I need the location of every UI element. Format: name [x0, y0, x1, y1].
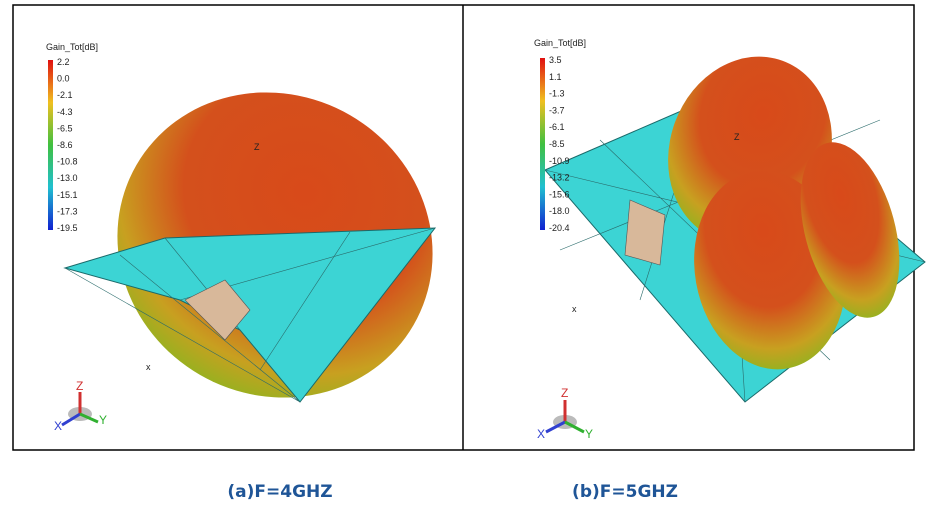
page: Gain_Tot[dB] 2.2 0.0 -2.1 -4.3 -6.5 -8.6 -10.8… — [0, 0, 928, 506]
scale-label: 1.1 — [549, 72, 562, 82]
axis-label: x — [572, 304, 577, 314]
scale-label: -10.8 — [57, 157, 78, 167]
triad-label: Y — [99, 413, 107, 427]
scale-label: -1.3 — [549, 89, 565, 99]
scale-label: -6.1 — [549, 122, 565, 132]
triad-label: Y — [585, 427, 593, 441]
scale-label: -13.0 — [57, 173, 78, 183]
caption: (b)F=5GHZ — [572, 482, 678, 502]
legend-title: Gain_Tot[dB] — [534, 38, 586, 48]
scale-label: -6.5 — [57, 123, 73, 133]
figure: Gain_Tot[dB] 2.2 0.0 -2.1 -4.3 -6.5 -8.6 -10.8… — [0, 0, 928, 506]
scale-label: -3.7 — [549, 105, 565, 115]
legend-title: Gain_Tot[dB] — [46, 42, 98, 52]
scale-label: -15.6 — [549, 189, 570, 199]
axis-label: x — [146, 362, 151, 372]
scale-label: -17.3 — [57, 206, 78, 216]
triad-label: X — [537, 427, 545, 441]
scale-label: -20.4 — [549, 223, 570, 233]
triad-label: Z — [76, 379, 83, 393]
scale-label: 2.2 — [57, 57, 70, 67]
scale-label: -13.2 — [549, 173, 570, 183]
scale-label: -10.9 — [549, 156, 570, 166]
scale-label: 3.5 — [549, 55, 562, 65]
axis-label: Z — [254, 142, 260, 152]
scale-label: -18.0 — [549, 206, 570, 216]
scale-label: -8.6 — [57, 140, 73, 150]
scale-label: -19.5 — [57, 223, 78, 233]
scale-label: -2.1 — [57, 90, 73, 100]
scale-label: -8.5 — [549, 139, 565, 149]
color-bar — [540, 58, 545, 230]
axis-label: Z — [734, 132, 740, 142]
triad-label: Z — [561, 386, 568, 400]
scale-label: 0.0 — [57, 74, 70, 84]
triad-label: X — [54, 419, 62, 433]
color-bar — [48, 60, 53, 230]
scale-label: -15.1 — [57, 190, 78, 200]
scale-label: -4.3 — [57, 107, 73, 117]
caption: (a)F=4GHZ — [227, 482, 332, 502]
